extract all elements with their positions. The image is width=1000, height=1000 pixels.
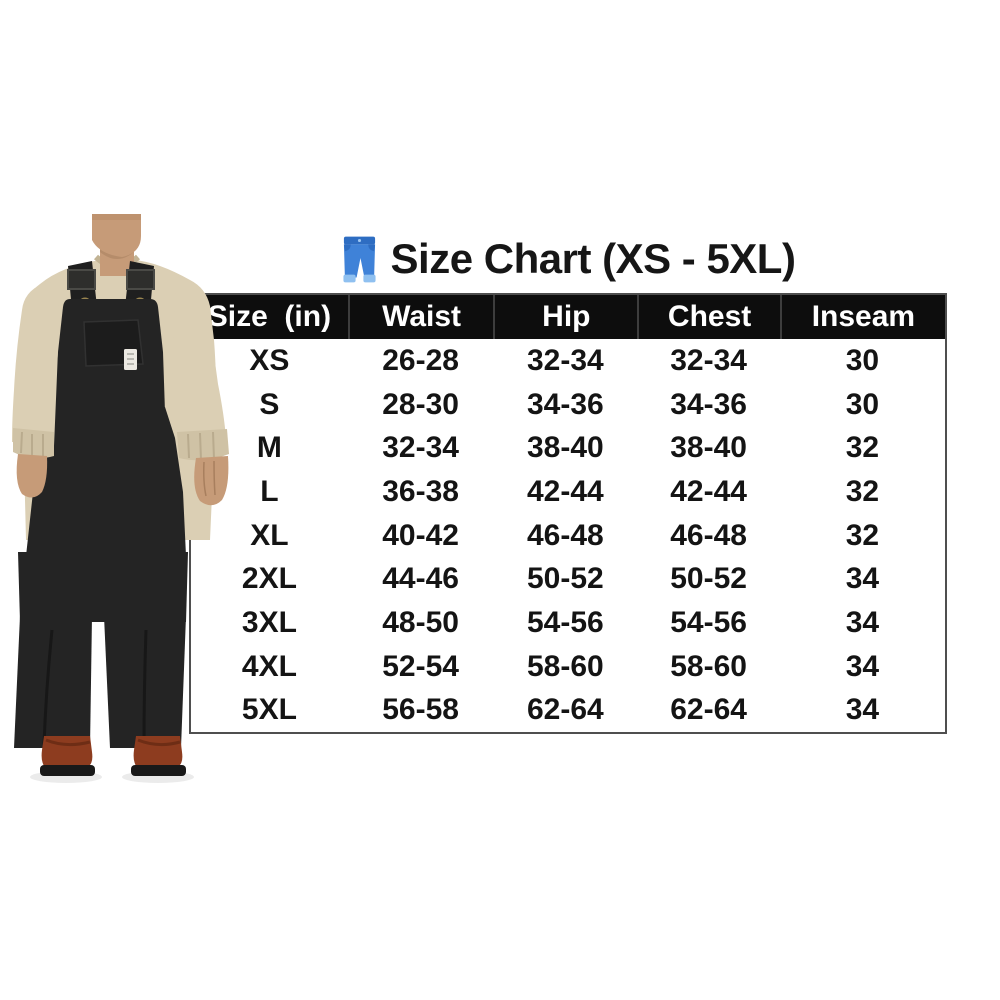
cell-hip: 50-52: [526, 562, 604, 596]
table-header-row: Size (in) Waist Hip Chest Inseam: [191, 295, 945, 339]
table-row: 5XL 56-58 62-64 62-64 34: [191, 688, 945, 732]
table-row: S 28-30 34-36 34-36 30: [191, 383, 945, 427]
column-header-inseam: Inseam: [779, 295, 945, 339]
column-header-waist: Waist: [347, 295, 494, 339]
table-row: 2XL 44-46 50-52 50-52 34: [191, 557, 945, 601]
cell-waist: 32-34: [382, 431, 459, 465]
cell-waist: 26-28: [382, 343, 459, 377]
cell-hip: 62-64: [526, 693, 604, 727]
table-row: M 32-34 38-40 38-40 32: [191, 426, 945, 470]
cell-inseam: 34: [845, 605, 880, 639]
cell-chest: 62-64: [670, 693, 747, 727]
table-row: 4XL 52-54 58-60 58-60 34: [191, 645, 945, 689]
cell-waist: 52-54: [382, 649, 459, 683]
cell-hip: 46-48: [526, 518, 604, 552]
cell-size: 4XL: [241, 649, 297, 683]
jeans-icon: [342, 236, 376, 283]
cell-size: 2XL: [241, 562, 297, 596]
cell-hip: 32-34: [526, 343, 604, 377]
cell-inseam: 34: [845, 562, 880, 596]
table-row: 3XL 48-50 54-56 54-56 34: [191, 601, 945, 645]
cell-chest: 46-48: [670, 518, 747, 552]
column-header-hip: Hip: [493, 295, 637, 339]
cell-inseam: 32: [845, 518, 880, 552]
cell-size: S: [259, 387, 280, 421]
cell-chest: 42-44: [670, 474, 747, 508]
cell-chest: 34-36: [670, 387, 747, 421]
cell-waist: 36-38: [382, 474, 459, 508]
cell-waist: 28-30: [382, 387, 459, 421]
cell-hip: 42-44: [526, 474, 604, 508]
cell-waist: 56-58: [382, 693, 459, 727]
cell-size: XL: [250, 518, 289, 552]
table-row: XL 40-42 46-48 46-48 32: [191, 514, 945, 558]
cell-inseam: 30: [845, 387, 880, 421]
table-row: XS 26-28 32-34 32-34 30: [191, 339, 945, 383]
cell-size: M: [256, 431, 282, 465]
cell-hip: 34-36: [526, 387, 604, 421]
size-table-body: XS 26-28 32-34 32-34 30 S 28-30 34-36 34…: [191, 339, 945, 732]
cell-inseam: 34: [845, 649, 880, 683]
cell-inseam: 30: [845, 343, 880, 377]
cell-hip: 38-40: [526, 431, 604, 465]
product-photo-model-in-bib-overalls: [12, 214, 229, 783]
cell-size: 3XL: [241, 605, 297, 639]
cell-chest: 54-56: [670, 605, 747, 639]
cell-chest: 38-40: [670, 431, 747, 465]
column-header-size: Size (in): [207, 300, 332, 333]
cell-size: L: [260, 474, 279, 508]
cell-inseam: 34: [845, 693, 880, 727]
cell-hip: 58-60: [526, 649, 604, 683]
cell-size: 5XL: [241, 693, 297, 727]
cell-chest: 50-52: [670, 562, 747, 596]
cell-waist: 40-42: [382, 518, 459, 552]
cell-waist: 44-46: [382, 562, 459, 596]
cell-chest: 58-60: [670, 649, 747, 683]
cell-size: XS: [249, 343, 290, 377]
page-title: Size Chart (XS - 5XL): [390, 235, 796, 282]
cell-hip: 54-56: [526, 605, 604, 639]
table-row: L 36-38 42-44 42-44 32: [191, 470, 945, 514]
size-chart-table: Size (in) Waist Hip Chest Inseam XS 26-2…: [189, 293, 947, 734]
column-header-chest: Chest: [637, 295, 780, 339]
cell-inseam: 32: [845, 474, 880, 508]
cell-inseam: 32: [845, 431, 880, 465]
cell-chest: 32-34: [670, 343, 747, 377]
chart-title-row: Size Chart (XS - 5XL): [189, 229, 947, 289]
cell-waist: 48-50: [382, 605, 459, 639]
